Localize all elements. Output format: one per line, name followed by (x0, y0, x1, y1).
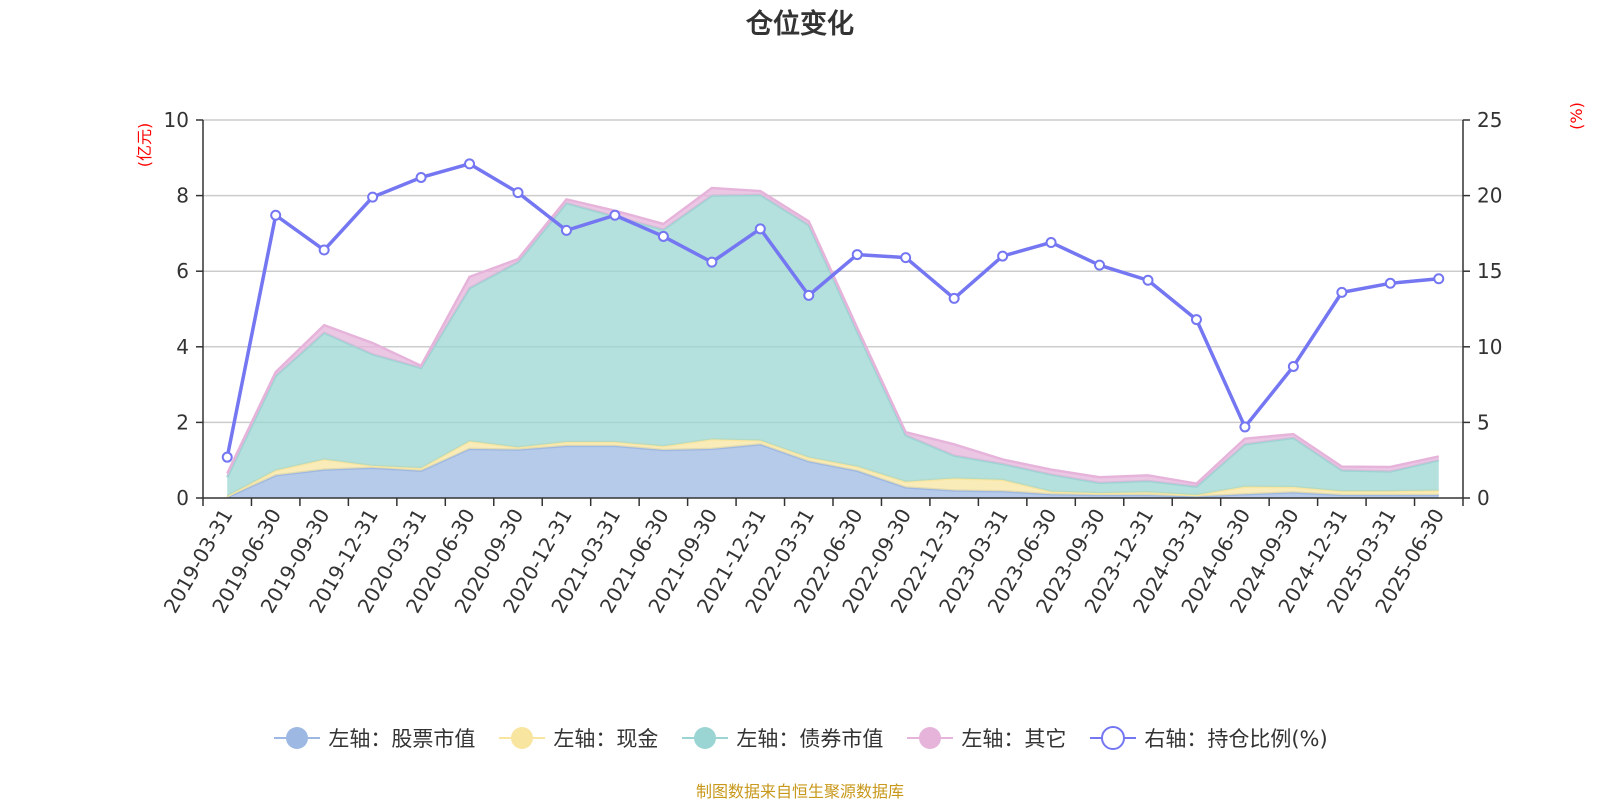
legend-label: 右轴：持仓比例(%) (1144, 727, 1328, 751)
legend-item[interactable]: 左轴：股票市值 (272, 723, 475, 753)
holding-ratio-point (997, 250, 1009, 262)
holding-ratio-point (900, 252, 912, 264)
legend-label: 左轴：现金 (553, 727, 659, 751)
right-axis-tick-label: 20 (1477, 184, 1502, 208)
area-series-1 (227, 444, 1439, 498)
holding-ratio-point (609, 209, 621, 221)
source-note: 制图数据来自恒生聚源数据库 (695, 782, 904, 801)
left-axis-tick-label: 6 (176, 259, 189, 283)
holding-ratio-point (851, 249, 863, 261)
right-axis-tick-label: 25 (1477, 108, 1502, 132)
legend-area-marker-icon (682, 727, 729, 749)
left-axis-unit: (亿元) (135, 123, 154, 168)
right-axis-tick-label: 15 (1477, 259, 1502, 283)
legend-item[interactable]: 右轴：持仓比例(%) (1088, 723, 1328, 753)
holding-ratio-point (367, 191, 379, 203)
holding-ratio-point (948, 292, 960, 304)
legend-item[interactable]: 左轴：其它 (905, 723, 1066, 753)
holding-ratio-point (1190, 314, 1202, 326)
legend: 左轴：股票市值 左轴：现金 左轴：债券市值 左轴：其它 右轴：持仓比例(%) (0, 718, 1600, 758)
holding-ratio-point (803, 289, 815, 301)
holding-ratio-point (464, 158, 476, 170)
holding-ratio-point (1384, 277, 1396, 289)
legend-line-marker-icon (1090, 726, 1137, 750)
legend-area-marker-icon (907, 727, 954, 749)
legend-item[interactable]: 左轴：债券市值 (680, 723, 883, 753)
right-axis-tick-label: 10 (1477, 335, 1502, 359)
holding-ratio-line (225, 162, 1439, 458)
chart-title: 仓位变化 (746, 9, 854, 40)
left-axis-tick-label: 4 (176, 335, 189, 359)
holding-ratio-point (512, 187, 524, 199)
holding-ratio-point (415, 171, 427, 183)
area-series-3 (227, 194, 1439, 497)
holding-ratio-point (318, 244, 330, 256)
holding-ratio-point (657, 230, 669, 242)
right-axis-tick-label: 0 (1477, 486, 1490, 510)
legend-label: 左轴：股票市值 (328, 727, 476, 751)
holding-ratio-point (270, 209, 282, 221)
holding-ratio-point (1287, 360, 1299, 372)
left-axis-tick-label: 0 (176, 486, 189, 510)
legend-label: 左轴：债券市值 (736, 727, 884, 751)
right-axis-unit: (%) (1567, 102, 1586, 130)
holding-ratio-point (1094, 259, 1106, 271)
left-axis-tick-label: 10 (164, 108, 189, 132)
legend-area-marker-icon (499, 727, 546, 749)
holding-ratio-point (1239, 421, 1251, 433)
holding-ratio-point (560, 224, 572, 236)
legend-label: 左轴：其它 (961, 727, 1067, 751)
holding-ratio-point (1045, 236, 1057, 248)
holding-ratio-point (1336, 286, 1348, 298)
right-axis-tick-label: 5 (1477, 410, 1490, 434)
holding-ratio-point (706, 256, 718, 268)
legend-item[interactable]: 左轴：现金 (497, 723, 658, 753)
holding-ratio-point (221, 451, 233, 463)
holding-ratio-point (1433, 273, 1445, 285)
left-axis-tick-label: 8 (176, 184, 189, 208)
holding-ratio-point (754, 223, 766, 235)
left-axis-tick-label: 2 (176, 410, 189, 434)
area-series-2 (227, 439, 1439, 498)
legend-area-marker-icon (274, 727, 321, 749)
holding-ratio-point (1142, 274, 1154, 286)
